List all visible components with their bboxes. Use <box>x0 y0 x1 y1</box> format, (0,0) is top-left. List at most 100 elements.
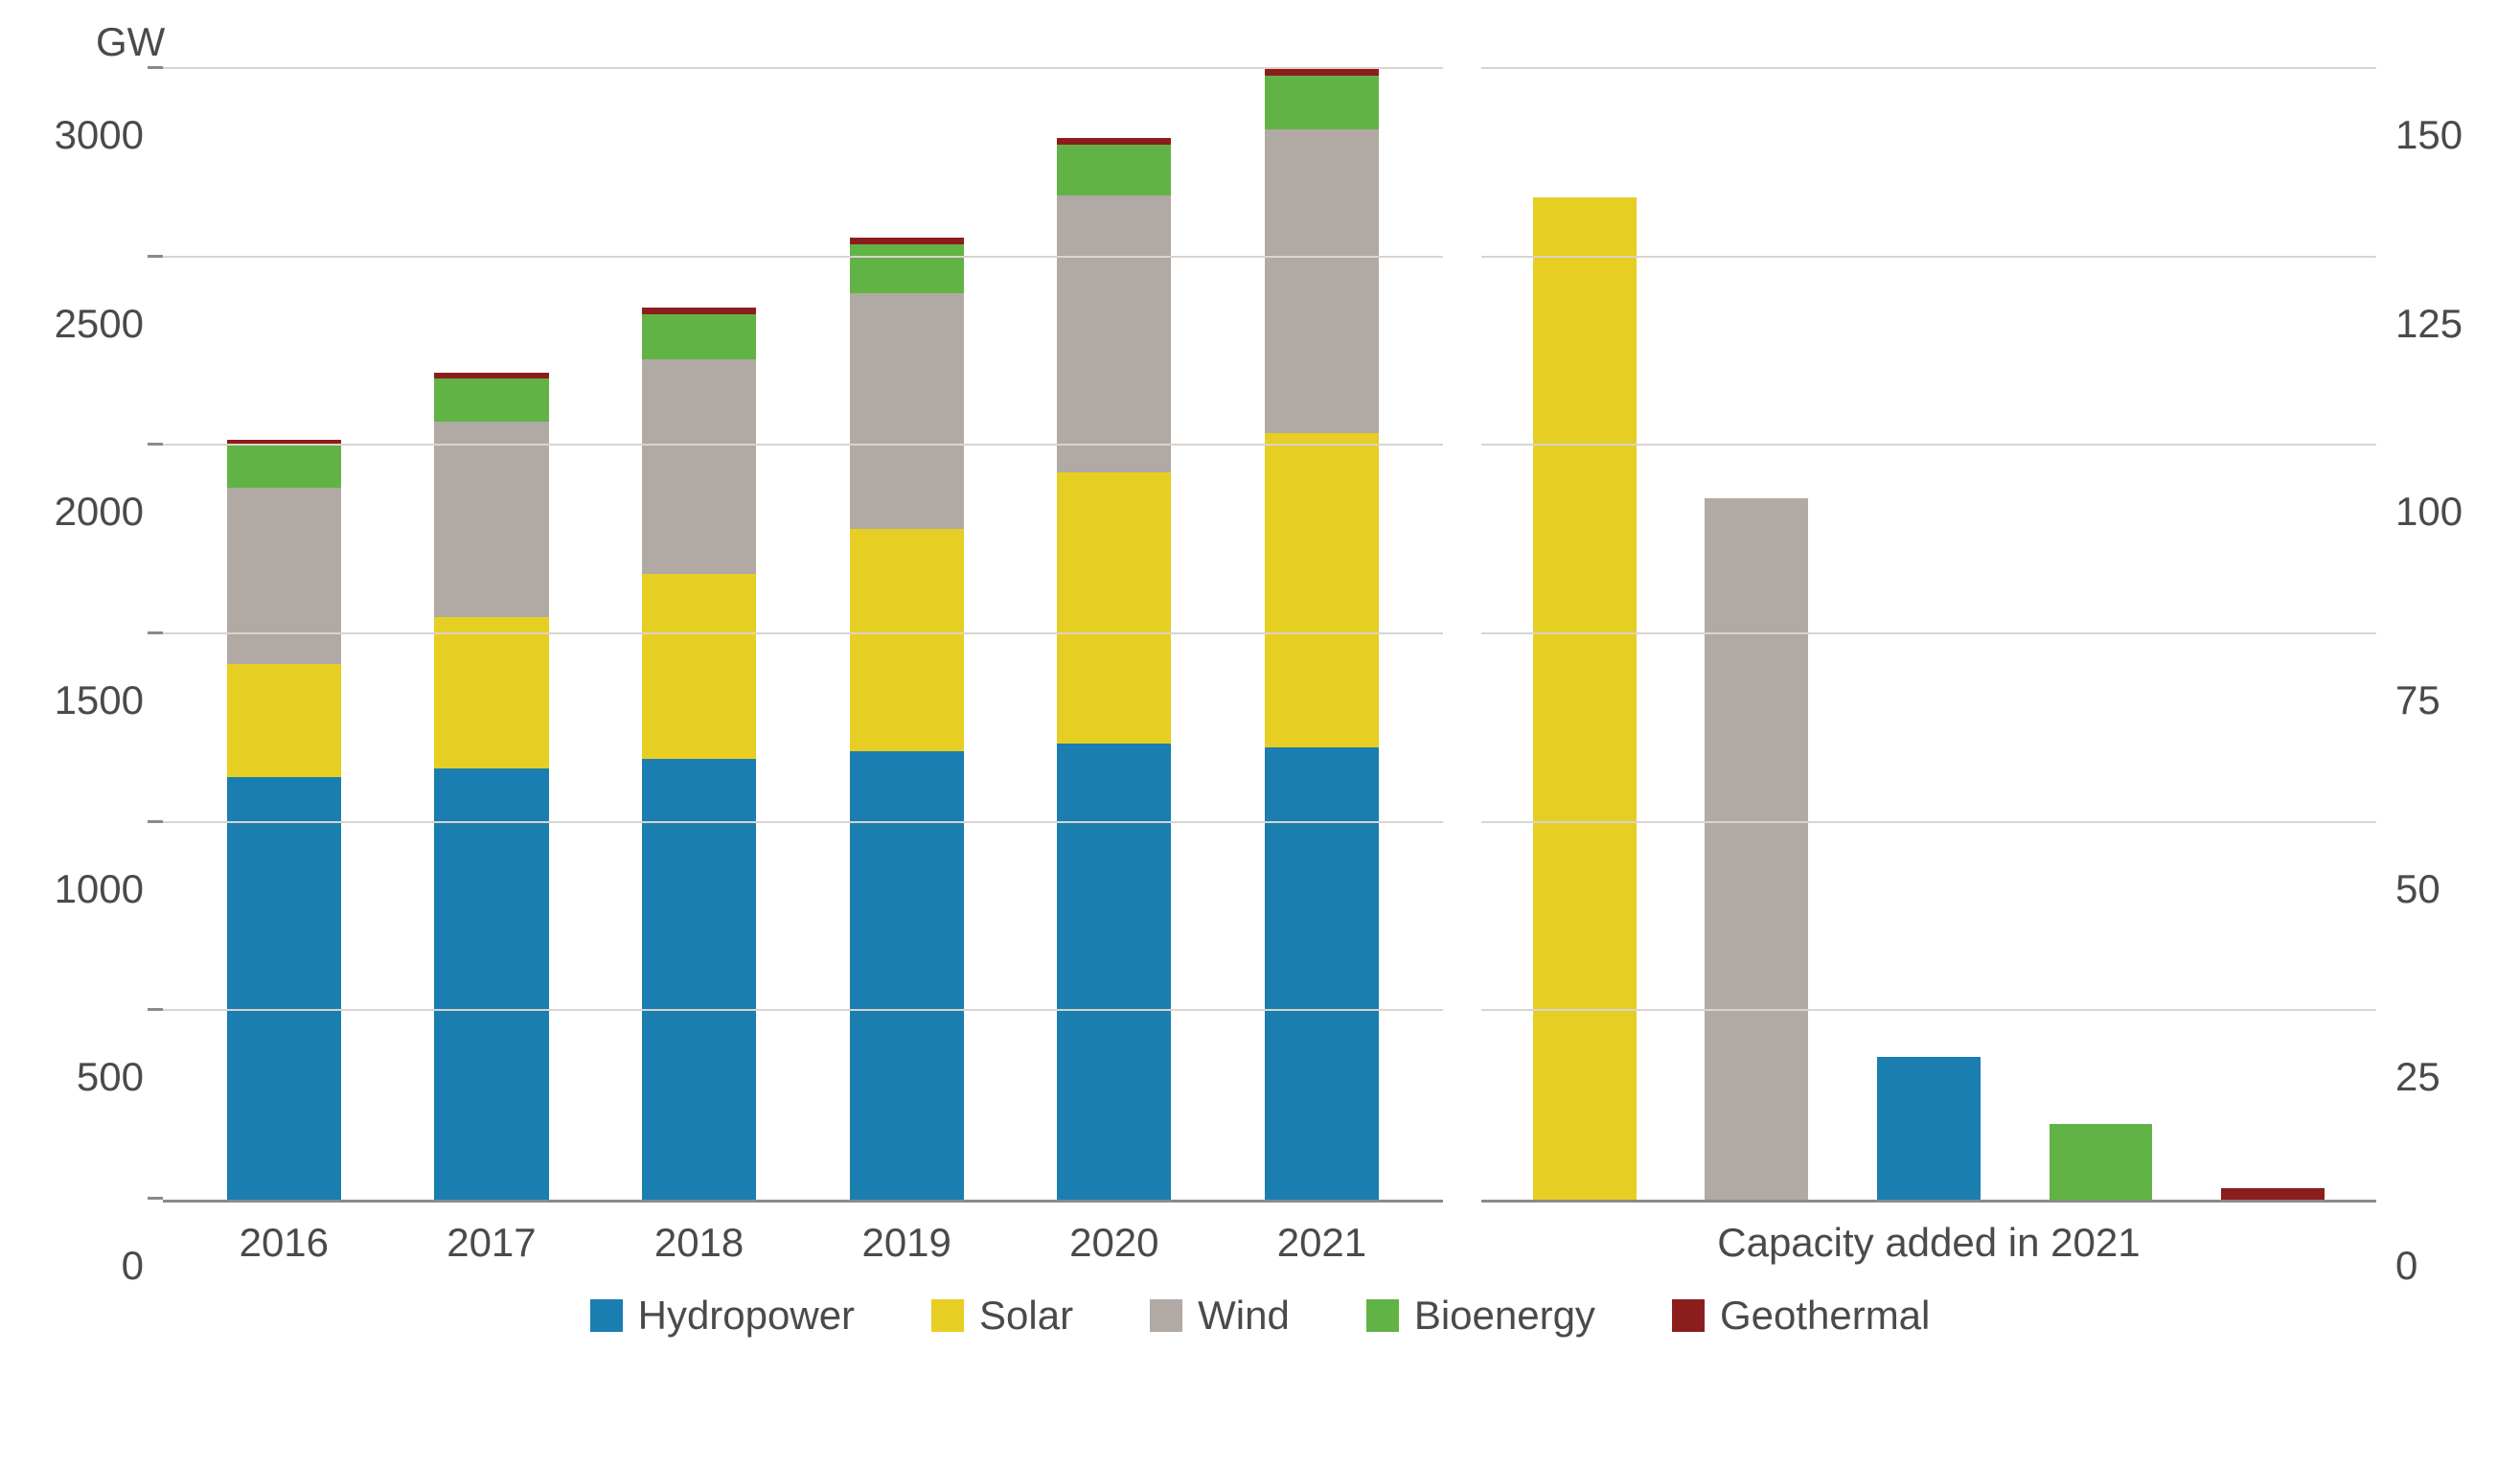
bar-segment-hydropower <box>642 759 756 1200</box>
chart-container: GW 050010001500200025003000 201620172018… <box>0 0 2520 1348</box>
y-tick <box>148 1008 163 1011</box>
bar-segment-wind <box>1057 195 1171 472</box>
legend-item-solar: Solar <box>931 1293 1073 1339</box>
x-tick-label: 2017 <box>388 1220 596 1266</box>
bar-segment-solar <box>642 574 756 759</box>
legend-item-wind: Wind <box>1150 1293 1290 1339</box>
legend-item-hydropower: Hydropower <box>590 1293 855 1339</box>
stacked-bar-2020 <box>1057 69 1171 1200</box>
bar-segment-hydropower <box>850 751 964 1200</box>
stacked-bar-2017 <box>434 69 548 1200</box>
x-tick-label: 2018 <box>595 1220 803 1266</box>
legend-label: Bioenergy <box>1414 1293 1595 1339</box>
left-plot-area <box>163 69 1443 1203</box>
bar-fill-solar <box>1533 197 1637 1200</box>
bar-fill-wind <box>1705 498 1808 1200</box>
y-tick-label: 3000 <box>29 115 144 155</box>
bar-segment-bioenergy <box>850 244 964 293</box>
x-tick-label: 2020 <box>1011 1220 1219 1266</box>
y-tick-label: 2500 <box>29 304 144 344</box>
stacked-bar-2021 <box>1265 69 1379 1200</box>
x-tick-label: 2019 <box>803 1220 1011 1266</box>
legend-label: Hydropower <box>638 1293 855 1339</box>
y-tick-label: 50 <box>2376 869 2491 909</box>
legend-swatch-hydropower <box>590 1299 623 1332</box>
legend-swatch-wind <box>1150 1299 1182 1332</box>
bar-segment-geothermal <box>1265 69 1379 76</box>
bar-segment-bioenergy <box>1265 76 1379 129</box>
bar-segment-wind <box>434 422 548 618</box>
bar-segment-solar <box>434 617 548 768</box>
legend-swatch-solar <box>931 1299 964 1332</box>
right-panel: 0255075100125150 Capacity added in 2021 <box>1481 69 2491 1266</box>
y-tick-label: 1500 <box>29 680 144 721</box>
panels-row: 050010001500200025003000 201620172018201… <box>29 69 2491 1266</box>
y-tick-label: 25 <box>2376 1057 2491 1097</box>
legend-item-geothermal: Geothermal <box>1672 1293 1930 1339</box>
stacked-bar-2018 <box>642 69 756 1200</box>
bar-segment-solar <box>1265 433 1379 747</box>
left-y-axis-labels: 050010001500200025003000 <box>29 69 163 1266</box>
y-tick-label: 150 <box>2376 115 2491 155</box>
legend-swatch-geothermal <box>1672 1299 1705 1332</box>
right-chart-title: Capacity added in 2021 <box>1717 1220 2140 1266</box>
bar-segment-hydropower <box>1265 747 1379 1200</box>
right-y-axis-labels: 0255075100125150 <box>2376 69 2491 1266</box>
bar-segment-wind <box>227 488 341 665</box>
legend-label: Geothermal <box>1720 1293 1930 1339</box>
y-tick <box>148 443 163 446</box>
y-tick <box>148 66 163 69</box>
bar-segment-wind <box>642 359 756 574</box>
bar-segment-hydropower <box>227 777 341 1200</box>
y-tick-label: 2000 <box>29 492 144 532</box>
y-tick-label: 0 <box>2376 1246 2491 1286</box>
bar-segment-wind <box>850 293 964 529</box>
bar-segment-bioenergy <box>642 314 756 359</box>
bar-geothermal <box>2221 69 2325 1200</box>
bar-segment-geothermal <box>1057 138 1171 145</box>
bar-wind <box>1705 69 1808 1200</box>
legend-label: Wind <box>1198 1293 1290 1339</box>
y-tick <box>148 255 163 258</box>
y-tick-label: 100 <box>2376 492 2491 532</box>
y-tick-label: 500 <box>29 1057 144 1097</box>
bar-fill-geothermal <box>2221 1188 2325 1200</box>
y-tick-label: 1000 <box>29 869 144 909</box>
bar-fill-bioenergy <box>2050 1124 2153 1200</box>
stacked-bar-2019 <box>850 69 964 1200</box>
y-tick-label: 125 <box>2376 304 2491 344</box>
legend-swatch-bioenergy <box>1366 1299 1399 1332</box>
right-x-axis-label: Capacity added in 2021 <box>1481 1203 2376 1266</box>
right-plot-area <box>1481 69 2376 1203</box>
x-tick-label: 2016 <box>180 1220 388 1266</box>
bar-segment-solar <box>227 664 341 777</box>
bar-bioenergy <box>2050 69 2153 1200</box>
stacked-bar-2016 <box>227 69 341 1200</box>
y-tick <box>148 820 163 823</box>
legend: Hydropower Solar Wind Bioenergy Geothermal <box>29 1293 2491 1339</box>
bar-segment-bioenergy <box>227 446 341 487</box>
y-tick <box>148 631 163 634</box>
bar-segment-geothermal <box>642 308 756 314</box>
x-tick-label: 2021 <box>1218 1220 1426 1266</box>
y-tick-label: 75 <box>2376 680 2491 721</box>
bar-hydropower <box>1877 69 1981 1200</box>
bar-segment-hydropower <box>1057 744 1171 1200</box>
right-bars-group <box>1481 69 2376 1200</box>
bar-solar <box>1533 69 1637 1200</box>
bar-segment-wind <box>1265 129 1379 433</box>
legend-label: Solar <box>979 1293 1073 1339</box>
bar-segment-geothermal <box>850 238 964 244</box>
y-axis-unit-label: GW <box>96 19 2491 65</box>
legend-item-bioenergy: Bioenergy <box>1366 1293 1595 1339</box>
y-tick <box>148 1197 163 1200</box>
left-bars-group <box>163 69 1443 1200</box>
bar-segment-solar <box>850 529 964 751</box>
bar-fill-hydropower <box>1877 1057 1981 1200</box>
bar-segment-solar <box>1057 472 1171 744</box>
bar-segment-bioenergy <box>1057 145 1171 195</box>
y-tick-label: 0 <box>29 1246 144 1286</box>
left-x-axis-labels: 201620172018201920202021 <box>163 1203 1443 1266</box>
left-panel: 050010001500200025003000 201620172018201… <box>29 69 1443 1266</box>
bar-segment-hydropower <box>434 768 548 1200</box>
